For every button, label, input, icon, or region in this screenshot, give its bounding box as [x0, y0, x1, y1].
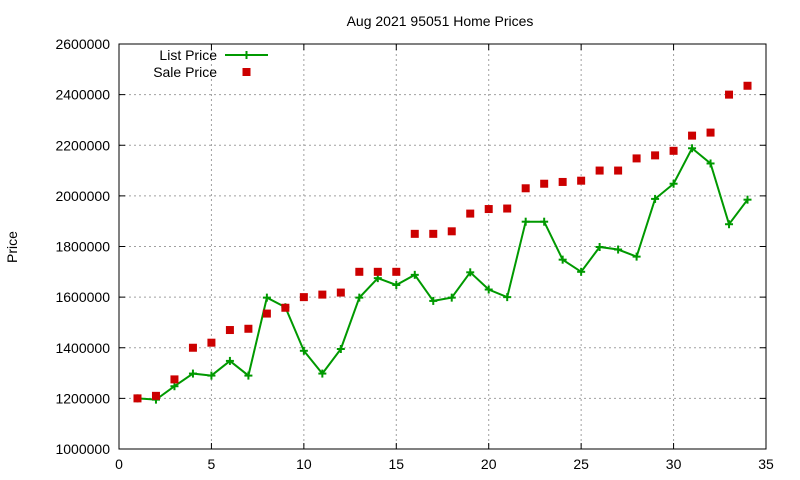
list-price-point: [725, 220, 734, 229]
sale-price-point: [466, 209, 475, 218]
sale-price-point: [632, 154, 641, 163]
sale-price-point: [429, 229, 438, 238]
list-price-point: [706, 159, 715, 168]
x-tick-label: 30: [666, 456, 682, 472]
list-price-point: [521, 217, 530, 226]
list-price-point: [447, 293, 456, 302]
list-price-point: [669, 179, 678, 188]
y-axis-label: Price: [4, 231, 20, 263]
sale-price-point: [651, 151, 660, 160]
sale-price-point: [244, 324, 253, 333]
y-tick-label: 1600000: [55, 289, 110, 305]
sale-price-point: [392, 267, 401, 276]
sale-price-point: [577, 176, 586, 185]
list-price-point: [503, 293, 512, 302]
list-price-point: [244, 371, 253, 380]
sale-price-point: [447, 227, 456, 236]
list-price-point: [207, 371, 216, 380]
x-tick-label: 5: [208, 456, 216, 472]
sale-price-series: [133, 81, 752, 403]
sale-price-point: [336, 288, 345, 297]
sale-price-point: [281, 303, 290, 312]
list-price-point: [632, 252, 641, 261]
chart-title: Aug 2021 95051 Home Prices: [347, 13, 534, 29]
y-tick-label: 1400000: [55, 340, 110, 356]
sale-price-point: [207, 338, 216, 347]
list-price-point: [595, 243, 604, 252]
sale-price-point: [299, 293, 308, 302]
y-tick-label: 2200000: [55, 137, 110, 153]
list-price-point: [392, 280, 401, 289]
sale-price-point: [188, 343, 197, 352]
list-price-point: [614, 245, 623, 254]
x-tick-label: 20: [481, 456, 497, 472]
y-tick-label: 1200000: [55, 390, 110, 406]
sale-price-point: [743, 81, 752, 90]
list-price-point: [743, 195, 752, 204]
legend-label: List Price: [159, 47, 217, 63]
list-price-point: [484, 285, 493, 294]
list-price-point: [170, 382, 179, 391]
sale-price-point: [595, 166, 604, 175]
sale-price-point: [151, 391, 160, 400]
x-tick-label: 10: [296, 456, 312, 472]
plot-frame: [118, 43, 767, 450]
y-tick-label: 2400000: [55, 87, 110, 103]
legend-plus-marker: [242, 51, 251, 59]
sale-price-point: [484, 205, 493, 214]
sale-price-point: [373, 267, 382, 276]
list-price-point: [225, 356, 234, 365]
x-tick-label: 15: [388, 456, 404, 472]
list-price-point: [410, 270, 419, 279]
list-price-line: [137, 146, 749, 401]
x-tick-label: 35: [758, 456, 774, 472]
list-price-point: [429, 296, 438, 305]
sale-price-point: [614, 166, 623, 175]
list-price-point: [318, 369, 327, 378]
axes: 0 5 10 15 20 25 30 35 1000000 1200000 1400000 16000…: [55, 36, 774, 472]
list-price-point: [558, 255, 567, 264]
sale-price-point: [262, 309, 271, 318]
list-price-point: [466, 268, 475, 277]
x-tick-label: 25: [573, 456, 589, 472]
list-price-point: [188, 369, 197, 378]
list-price-series: [133, 144, 752, 404]
sale-price-point: [318, 290, 327, 299]
x-tick-label: 0: [115, 456, 123, 472]
sale-price-point: [521, 184, 530, 193]
sale-price-point: [669, 146, 678, 155]
y-tick-label: 2600000: [55, 36, 110, 52]
legend-label: Sale Price: [153, 64, 217, 80]
list-price-point: [355, 293, 364, 302]
list-price-point: [299, 346, 308, 355]
sale-price-point: [688, 131, 697, 140]
list-price-point: [336, 345, 345, 354]
y-tick-label: 1800000: [55, 239, 110, 255]
sale-price-point: [170, 375, 179, 384]
sale-price-point: [225, 326, 234, 335]
series: [133, 81, 752, 404]
list-price-point: [651, 194, 660, 203]
sale-price-point: [355, 267, 364, 276]
sale-price-point: [540, 179, 549, 188]
sale-price-point: [706, 128, 715, 137]
legend-square-marker: [242, 68, 251, 76]
y-tick-label: 1000000: [55, 441, 110, 457]
list-price-point: [540, 217, 549, 226]
list-price-point: [577, 267, 586, 276]
sale-price-point: [133, 394, 142, 403]
sale-price-point: [410, 229, 419, 238]
y-tick-label: 2000000: [55, 188, 110, 204]
list-price-point: [688, 144, 697, 153]
grid: [119, 44, 766, 449]
list-price-point: [262, 293, 271, 302]
sale-price-point: [503, 204, 512, 213]
sale-price-point: [558, 177, 567, 186]
sale-price-point: [725, 90, 734, 99]
